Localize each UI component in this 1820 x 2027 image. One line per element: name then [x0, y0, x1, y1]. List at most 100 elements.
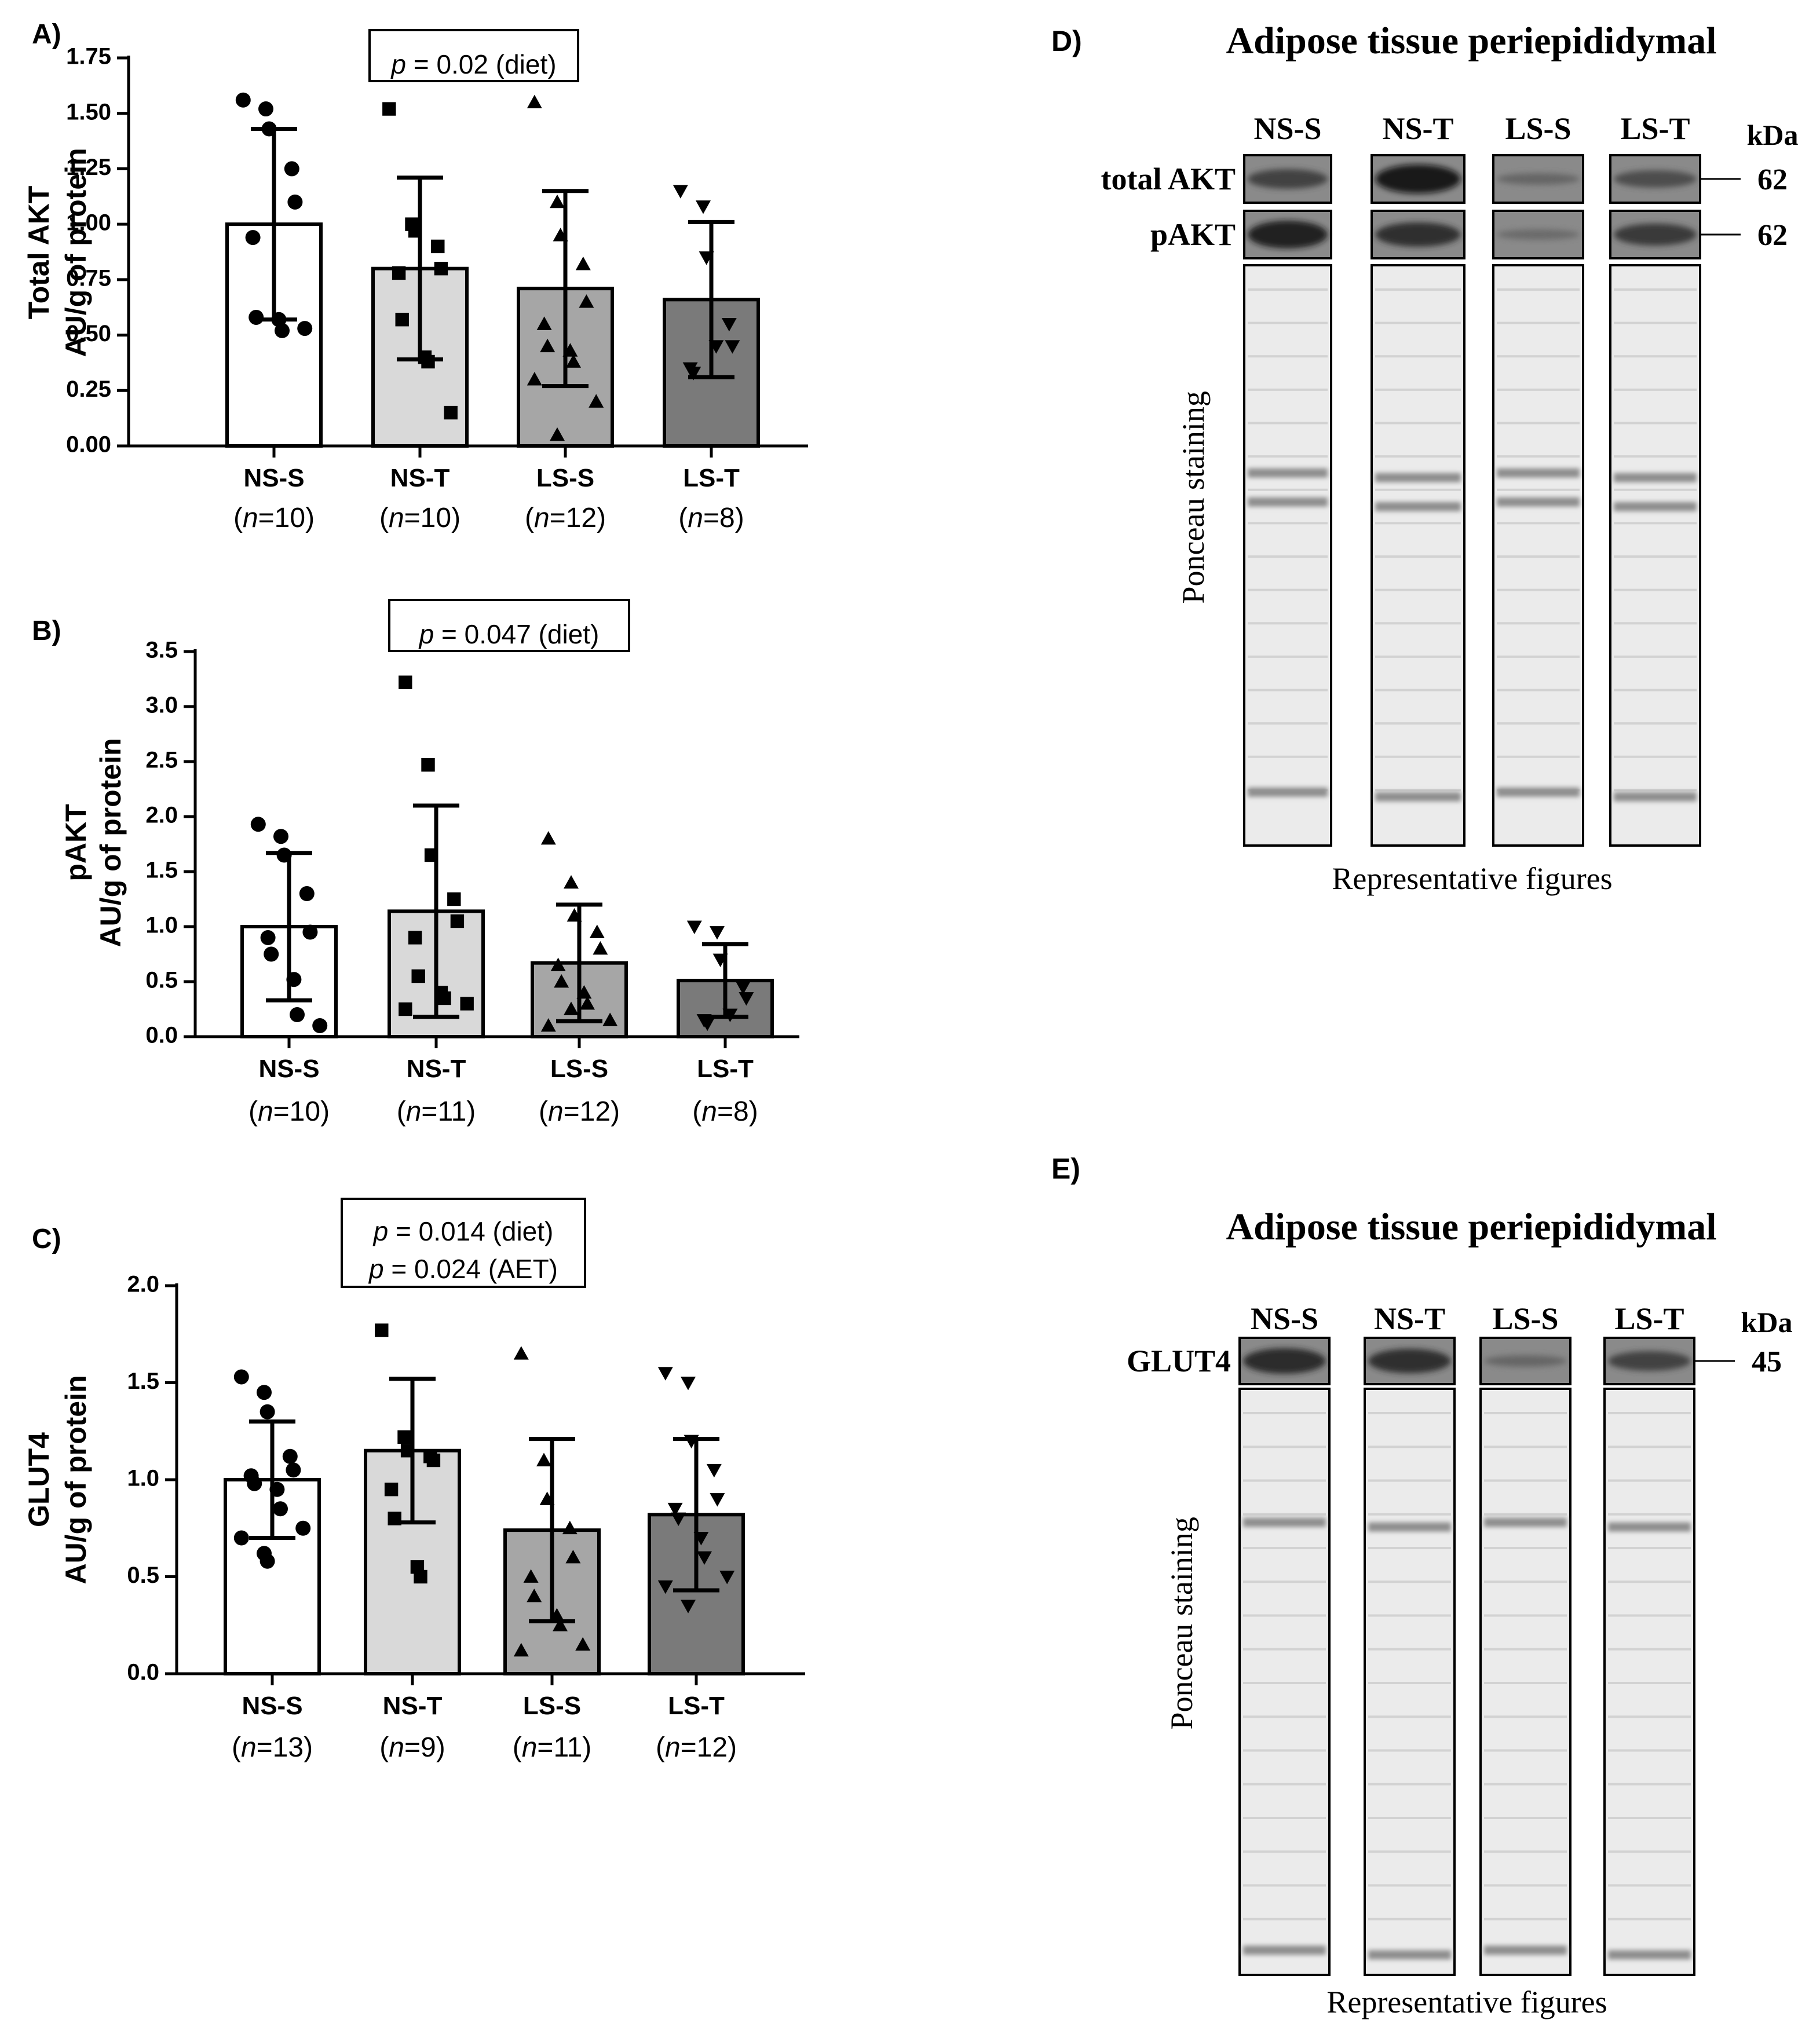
data-point: [564, 875, 579, 889]
error-bar-NS-T: [389, 1377, 436, 1525]
n-open: (: [379, 1732, 389, 1763]
y-tick-label: 0.75: [66, 265, 111, 291]
stat-text: = 0.024 (AET): [384, 1254, 558, 1284]
ponceau-faint-band: [1484, 1850, 1567, 1853]
ponceau-faint-band: [1248, 588, 1328, 591]
ponceau-faint-band: [1614, 689, 1697, 691]
data-point: [686, 920, 702, 934]
error-bar-LS-S: [556, 902, 602, 1023]
n-rest: =8): [717, 1096, 758, 1127]
ponceau-faint-band: [1614, 655, 1697, 658]
n-symbol: n: [243, 503, 258, 533]
error-bar-NS-S: [249, 1419, 295, 1540]
data-point: [264, 946, 279, 962]
data-point: [295, 1520, 311, 1536]
data-point: [540, 1018, 556, 1032]
blot-lane: [1609, 210, 1701, 259]
ponceau-faint-band: [1497, 689, 1580, 691]
blot-band: [1484, 1355, 1567, 1367]
ponceau-faint-band: [1375, 722, 1461, 725]
n-symbol: n: [241, 1732, 257, 1763]
data-point: [233, 1530, 249, 1546]
ponceau-faint-band: [1614, 288, 1697, 291]
ponceau-band: [1497, 468, 1580, 478]
blot-lane: [1492, 210, 1584, 259]
blot-band: [1248, 169, 1328, 189]
ponceau-faint-band: [1608, 1749, 1691, 1752]
ponceau-faint-band: [1614, 321, 1697, 324]
data-point: [286, 1462, 301, 1478]
data-point: [297, 321, 313, 336]
n-symbol: n: [548, 1096, 564, 1127]
y-tick-label: 1.00: [66, 210, 111, 236]
lane-label: NS-S: [1253, 111, 1321, 146]
ponceau-faint-band: [1608, 1648, 1691, 1651]
y-tick-label: 1.0: [145, 913, 178, 938]
ponceau-lane: [1371, 264, 1465, 847]
ponceau-faint-band: [1368, 1715, 1451, 1718]
data-point: [408, 931, 422, 945]
lane-label: NS-T: [1382, 111, 1453, 146]
ponceau-band: [1375, 502, 1461, 511]
ponceau-faint-band: [1243, 1614, 1326, 1617]
ponceau-faint-band: [1375, 655, 1461, 658]
ponceau-faint-band: [1243, 1580, 1326, 1583]
stat-text: = 0.02 (diet): [406, 49, 557, 79]
data-point: [721, 318, 737, 332]
data-point: [527, 1589, 542, 1602]
n-open: (: [397, 1096, 406, 1127]
panel-label: C): [32, 1224, 61, 1254]
ponceau-faint-band: [1608, 1884, 1691, 1887]
ponceau-faint-band: [1368, 1648, 1451, 1651]
category-label: NS-T: [407, 1055, 466, 1083]
error-bar-LS-T: [673, 1437, 719, 1593]
lane-label: LS-S: [1492, 1301, 1558, 1336]
n-label: (n=9): [379, 1732, 445, 1763]
data-point: [290, 1007, 305, 1022]
category-label: LS-S: [550, 1055, 608, 1083]
y-axis-label-line2: AU/g of protein: [60, 1375, 92, 1584]
stat-box: [368, 29, 579, 82]
ponceau-faint-band: [1243, 1749, 1326, 1752]
n-rest: =12): [550, 503, 606, 533]
error-bar-LS-T: [688, 219, 734, 379]
ponceau-band: [1608, 1522, 1691, 1532]
data-point: [564, 1001, 579, 1015]
ponceau-faint-band: [1497, 622, 1580, 625]
ponceau-faint-band: [1497, 655, 1580, 658]
data-point: [540, 831, 556, 845]
data-point: [245, 230, 261, 246]
ponceau-band: [1248, 468, 1328, 478]
ponceau-faint-band: [1368, 1446, 1451, 1448]
data-point: [550, 957, 566, 971]
n-label: (n=12): [525, 503, 606, 533]
blot-lane: [1609, 154, 1701, 204]
data-point: [523, 1569, 539, 1583]
n-label: (n=12): [656, 1732, 737, 1763]
data-point: [553, 1618, 568, 1631]
blot-band: [1375, 222, 1461, 247]
ponceau-faint-band: [1243, 1817, 1326, 1819]
y-axis-label-line2: AU/g of protein: [94, 738, 127, 947]
data-point: [550, 427, 565, 441]
plot-area: 0.00.51.01.52.02.53.03.5NS-S(n=10)NS-T(n…: [145, 638, 799, 1127]
ponceau-faint-band: [1243, 1884, 1326, 1887]
kda-value: 62: [1757, 219, 1788, 252]
n-symbol: n: [665, 1732, 681, 1763]
ponceau-faint-band: [1614, 455, 1697, 458]
ponceau-faint-band: [1608, 1513, 1691, 1516]
n-open: (: [678, 503, 688, 533]
ponceau-faint-band: [1614, 522, 1697, 525]
blot-band: [1243, 1348, 1326, 1374]
ponceau-faint-band: [1497, 455, 1580, 458]
data-point: [513, 1642, 529, 1657]
category-label: LS-T: [697, 1055, 754, 1083]
ponceau-band: [1368, 1522, 1451, 1532]
stat-line: p = 0.047 (diet): [418, 619, 600, 649]
data-point: [580, 996, 595, 1010]
ponceau-faint-band: [1497, 422, 1580, 425]
data-point: [382, 102, 396, 116]
data-point: [706, 1463, 722, 1478]
data-point: [719, 1571, 735, 1585]
category-label: LS-S: [523, 1692, 581, 1720]
